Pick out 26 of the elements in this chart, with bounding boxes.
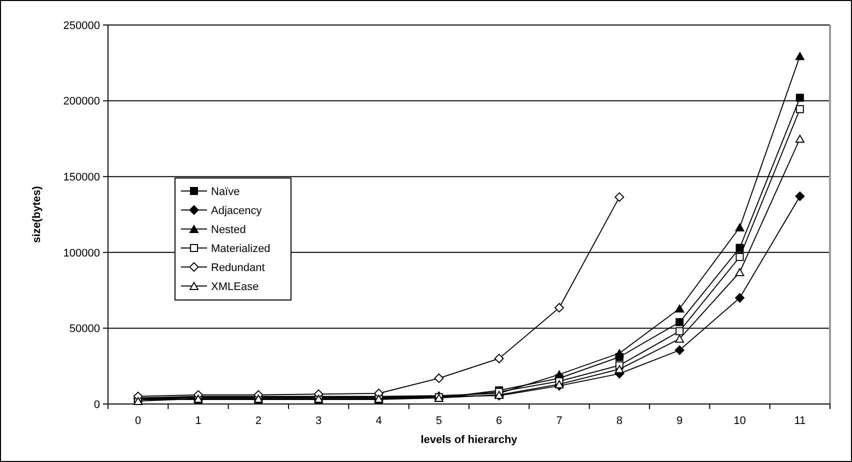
x-axis-title: levels of hierarchy xyxy=(420,434,518,446)
legend-label: Naïve xyxy=(211,186,240,198)
x-tick-label: 2 xyxy=(255,415,262,427)
legend-label: Redundant xyxy=(211,262,265,274)
y-tick-label: 250000 xyxy=(63,20,100,32)
legend-label: Adjacency xyxy=(211,204,262,217)
y-tick-label: 100000 xyxy=(63,247,100,260)
y-tick-label: 50000 xyxy=(69,323,100,336)
y-tick-label: 200000 xyxy=(63,96,100,108)
x-tick-label: 5 xyxy=(436,415,442,427)
x-tick-label: 7 xyxy=(556,415,562,427)
legend-label: Nested xyxy=(211,224,246,236)
x-tick-label: 10 xyxy=(734,415,746,427)
y-axis-title: size(bytes) xyxy=(31,186,43,243)
legend-label: XMLEase xyxy=(211,280,259,293)
x-tick-label: 3 xyxy=(316,415,322,427)
x-tick-label: 8 xyxy=(616,415,622,427)
x-tick-label: 11 xyxy=(794,415,806,427)
x-tick-label: 6 xyxy=(496,415,502,427)
x-tick-label: 1 xyxy=(195,415,202,427)
x-tick-label: 0 xyxy=(135,415,142,427)
x-tick-label: 9 xyxy=(676,415,683,427)
x-tick-label: 4 xyxy=(376,415,382,427)
y-tick-label: 0 xyxy=(94,398,100,411)
y-tick-label: 150000 xyxy=(63,171,100,184)
legend-label: Materialized xyxy=(211,242,270,255)
